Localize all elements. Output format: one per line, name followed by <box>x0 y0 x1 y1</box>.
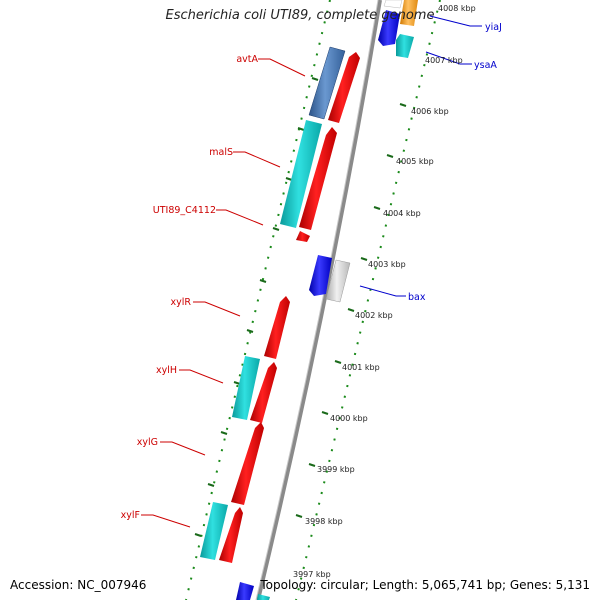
outer-ticks <box>194 77 319 537</box>
genome-axis-highlight <box>255 0 379 600</box>
kbp-label: 4005 kbp <box>396 157 434 166</box>
inner-dotted-track <box>295 0 441 600</box>
gene-bax-blue[interactable] <box>309 255 332 296</box>
gene-label-avtA[interactable]: avtA <box>236 54 258 65</box>
kbp-label: 3998 kbp <box>305 517 343 526</box>
gene-label-UTI89_C4112[interactable]: UTI89_C4112 <box>153 205 216 216</box>
gene-label-yiaJ[interactable]: yiaJ <box>485 22 502 33</box>
genome-axis <box>256 0 382 600</box>
gene-label-malS[interactable]: malS <box>209 147 233 158</box>
gene-label-xylH[interactable]: xylH <box>156 365 177 376</box>
gene-label-ysaA[interactable]: ysaA <box>474 60 497 71</box>
gene-bax-grey[interactable] <box>325 259 351 303</box>
gene-xylF-cyan[interactable] <box>200 502 228 560</box>
gene-xylR-red[interactable] <box>264 296 290 359</box>
gene-avtA-steel[interactable] <box>308 46 346 120</box>
kbp-label: 4003 kbp <box>368 260 406 269</box>
label-connectors <box>141 15 482 528</box>
gene-label-xylG[interactable]: xylG <box>137 437 158 448</box>
kbp-label: 3999 kbp <box>317 465 355 474</box>
outer-dotted-track <box>185 0 331 600</box>
gene-top-orange[interactable] <box>400 0 418 26</box>
gene-malS-cyan[interactable] <box>280 120 322 228</box>
gene-bottom-blue[interactable] <box>236 582 254 600</box>
gene-top-blue[interactable] <box>378 10 400 46</box>
kbp-label: 4006 kbp <box>411 107 449 116</box>
gene-top-white <box>383 0 403 9</box>
gene-avtA-red[interactable] <box>328 52 360 123</box>
gene-label-xylR[interactable]: xylR <box>171 297 192 308</box>
gene-xylG-red[interactable] <box>231 422 264 505</box>
gene-ysaA-cyan[interactable] <box>396 34 414 58</box>
gene-label-bax[interactable]: bax <box>408 292 426 303</box>
inner-ticks <box>295 103 407 518</box>
gene-UTI89-red[interactable] <box>296 231 310 242</box>
accession-text: Accession: NC_007946 <box>10 578 147 592</box>
kbp-label: 3997 kbp <box>293 570 331 579</box>
kbp-label: 4002 kbp <box>355 311 393 320</box>
kbp-label: 4004 kbp <box>383 209 421 218</box>
kbp-label: 4007 kbp <box>425 56 463 65</box>
gene-xylH-cyan[interactable] <box>232 356 260 420</box>
topology-text: Topology: circular; Length: 5,065,741 bp… <box>260 578 590 592</box>
genome-title: Escherichia coli UTI89, complete genome <box>165 8 435 23</box>
kbp-label: 4008 kbp <box>438 4 476 13</box>
kbp-label: 4001 kbp <box>342 363 380 372</box>
gene-xylF-red[interactable] <box>219 507 243 563</box>
gene-malS-red[interactable] <box>299 127 337 230</box>
gene-xylH-red[interactable] <box>250 362 277 423</box>
gene-bottom-cyan[interactable] <box>257 594 270 600</box>
kbp-label: 4000 kbp <box>330 414 368 423</box>
gene-label-xylF[interactable]: xylF <box>121 510 140 521</box>
